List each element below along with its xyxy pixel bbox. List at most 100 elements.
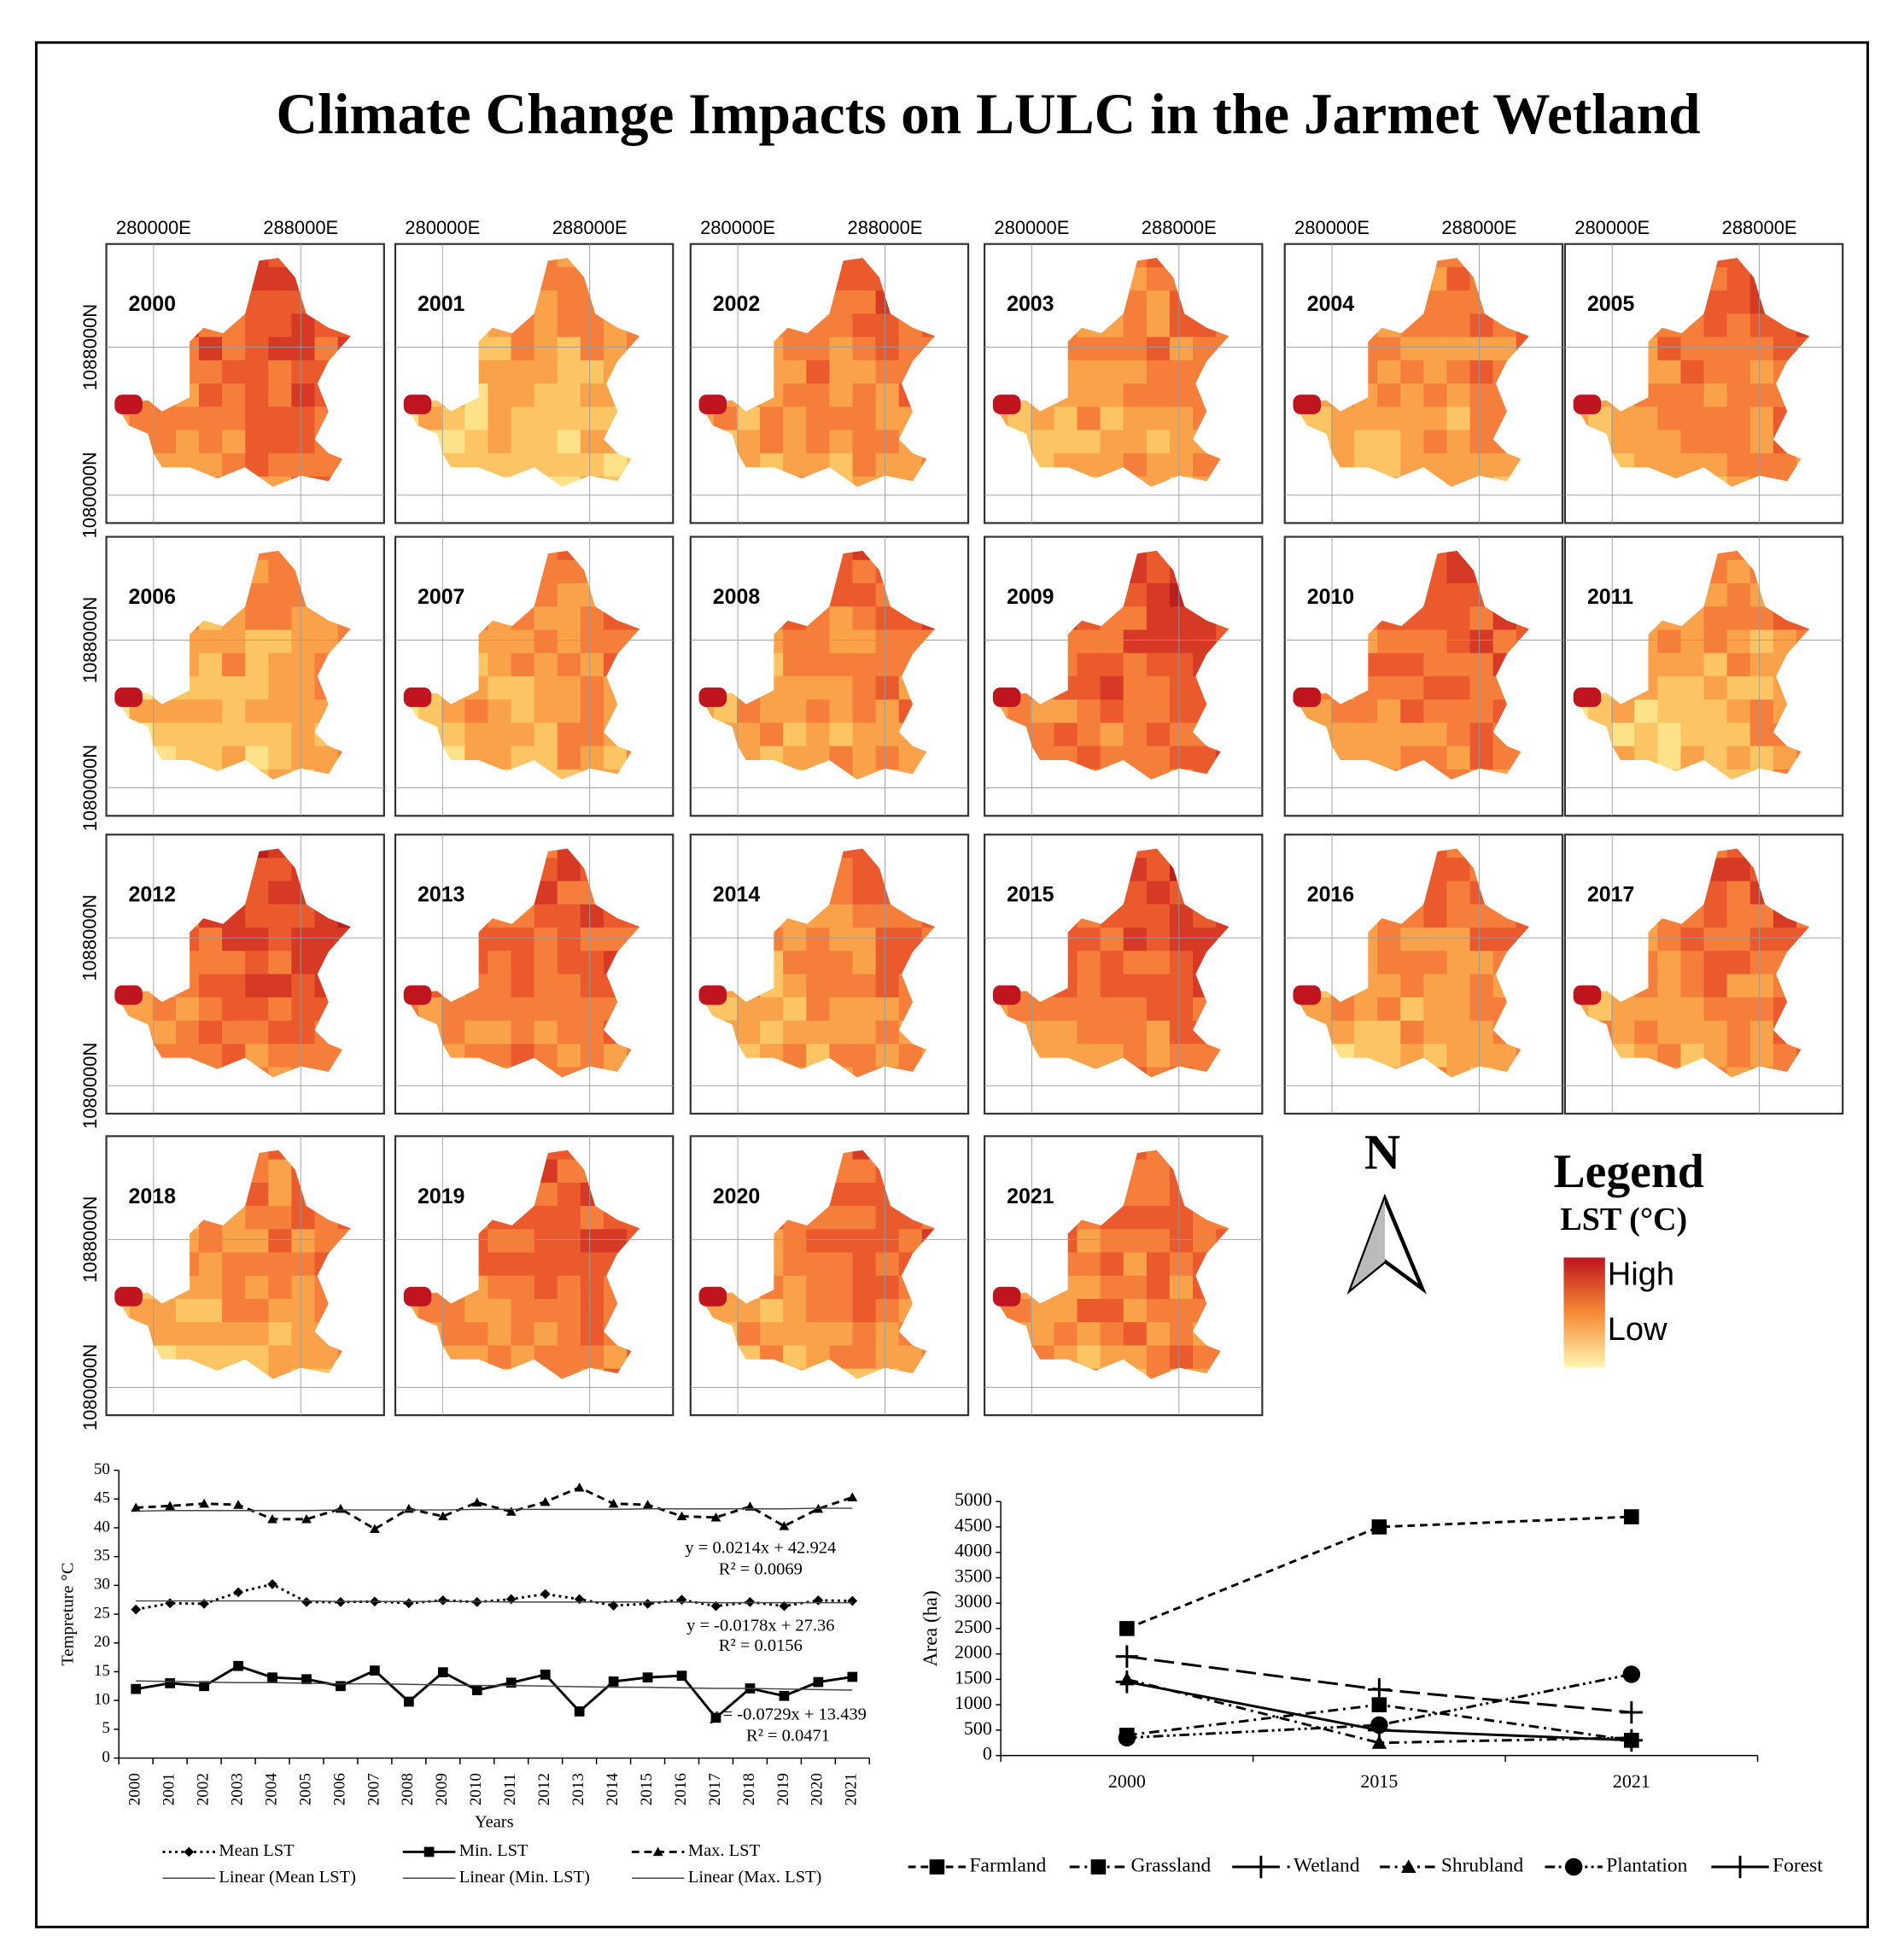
map-cell: [1423, 927, 1448, 952]
map-cell: [580, 1044, 604, 1068]
y-tick-label: 40: [94, 1518, 110, 1536]
map-cell: [1446, 629, 1471, 654]
map-cell: [1169, 1322, 1194, 1347]
map-cell: [1146, 559, 1171, 584]
map-cell: [245, 927, 270, 952]
map-cell: [1123, 1021, 1148, 1045]
trend-annotation: y = -0.0729x + 13.439: [710, 1705, 867, 1723]
map-cell: [222, 676, 246, 700]
legend-label: Linear (Max. LST): [688, 1868, 822, 1887]
map-cell: [829, 1298, 854, 1323]
map-cell: [1423, 951, 1448, 975]
map-cell: [534, 1229, 558, 1254]
map-cell: [464, 699, 489, 724]
map-cell: [829, 1275, 854, 1300]
map-cell: [829, 1021, 854, 1045]
map-cell: [1298, 997, 1309, 1021]
map-cell: [580, 629, 604, 654]
map-cell: [291, 676, 316, 700]
map-cell: [1680, 383, 1705, 408]
map-cell: [1123, 336, 1148, 361]
map-cell: [1146, 1044, 1171, 1068]
map-cell: [198, 1252, 223, 1277]
map-cell: [557, 746, 581, 770]
map-cell: [120, 1298, 131, 1323]
map-cell: [120, 997, 131, 1021]
map-cell: [760, 723, 784, 747]
map-cell: [1703, 1021, 1728, 1045]
map-cell: [291, 1275, 316, 1300]
map-panel: 2020: [689, 1135, 970, 1417]
map-cell: [1354, 997, 1378, 1021]
map-cell: [1726, 290, 1751, 315]
map-cell: [511, 699, 535, 724]
map-cell: [580, 383, 604, 408]
y-tick-label: 25: [94, 1604, 110, 1622]
map-cell: [222, 1298, 246, 1323]
map-cell: [852, 857, 877, 882]
x-tick-label: 2017: [706, 1773, 724, 1805]
map-cell: [1423, 904, 1448, 928]
map-cell: [441, 997, 466, 1021]
map-lobe: [114, 687, 143, 707]
map-cell: [875, 1298, 900, 1323]
map-cell: [1446, 290, 1471, 315]
map-cell: [1123, 629, 1148, 654]
map-cell: [829, 676, 854, 700]
map-cell: [1377, 699, 1401, 724]
map-cell: [268, 1150, 293, 1161]
map-cell: [580, 1206, 604, 1231]
map-lobe: [1573, 395, 1602, 415]
map-cell: [829, 629, 854, 654]
marker: [540, 1588, 551, 1600]
map-cell: [1146, 1229, 1171, 1254]
map-cell: [268, 1252, 293, 1277]
marker: [301, 1597, 312, 1607]
map-cell: [760, 997, 784, 1021]
map-cell: [806, 383, 831, 408]
map-cell: [1169, 1345, 1194, 1370]
marker: [1249, 1855, 1273, 1879]
marker: [847, 1492, 858, 1501]
x-tick-label: 2019: [774, 1773, 792, 1805]
map-cell: [875, 1345, 900, 1370]
map-cell: [1446, 1067, 1471, 1078]
map-cell: [291, 1021, 316, 1045]
map-cell: [1749, 904, 1774, 928]
map-cell: [1446, 313, 1471, 338]
map-cell: [198, 951, 223, 975]
map-cell: [268, 1275, 293, 1300]
map-cell: [736, 723, 761, 747]
map-cell: [1100, 1021, 1124, 1045]
map-cell: [875, 1044, 900, 1068]
map-cell: [1749, 723, 1774, 747]
map-cell: [1446, 383, 1471, 408]
marker: [1368, 1678, 1391, 1701]
map-cell: [829, 699, 854, 724]
y-tick-label: 3000: [955, 1590, 992, 1612]
map-cell: [1726, 974, 1751, 998]
map-cell: [1726, 258, 1751, 268]
map-cell: [806, 407, 831, 431]
map-cell: [441, 430, 466, 454]
map-year: 2003: [1007, 292, 1054, 316]
map-cell: [1657, 927, 1682, 952]
marker: [1371, 1735, 1387, 1749]
map-cell: [806, 1021, 831, 1045]
map-year: 2018: [129, 1185, 177, 1208]
map-cell: [222, 1252, 246, 1277]
map-cell: [1377, 676, 1401, 700]
map-cell: [1446, 606, 1471, 631]
map-cell: [1680, 336, 1705, 361]
map-cell: [245, 360, 270, 384]
map-cell: [488, 652, 512, 677]
map-cell: [580, 927, 604, 952]
map-cell: [1726, 1021, 1751, 1045]
map-cell: [852, 266, 877, 291]
map-cell: [829, 652, 854, 677]
map-cell: [268, 927, 293, 952]
map-cell: [268, 880, 293, 905]
map-cell: [1077, 1229, 1101, 1254]
map-cell: [1446, 746, 1471, 770]
map-cell: [1657, 1021, 1682, 1045]
